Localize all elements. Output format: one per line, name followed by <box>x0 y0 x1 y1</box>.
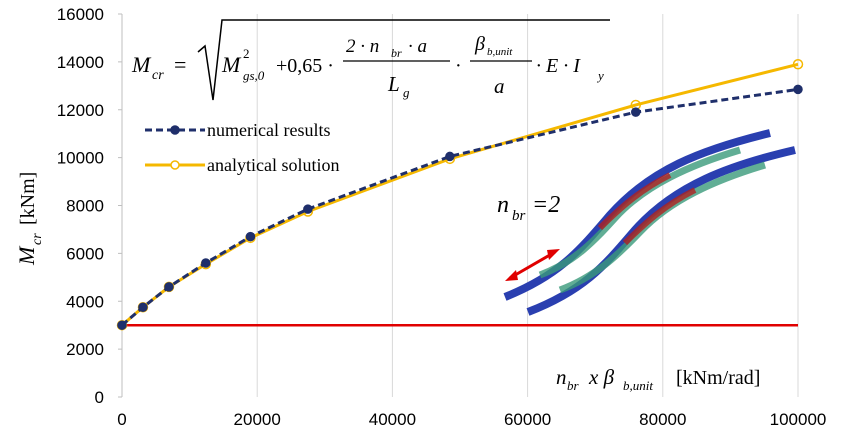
legend-marker <box>171 126 179 134</box>
point <box>165 283 173 291</box>
y-label-unit: [kNm] <box>17 172 39 225</box>
chart: M cr = M 2 gs,0 +0,65 · 2 · n br · a L g… <box>0 0 841 442</box>
formula-part: · a <box>408 36 427 57</box>
x-tick-label: 100000 <box>770 410 827 429</box>
y-axis-label: M cr [kNm] <box>14 172 45 266</box>
y-tick-label: 4000 <box>66 292 104 311</box>
formula-part: gs,0 <box>243 68 265 83</box>
formula-part: 2 <box>243 46 250 61</box>
y-label-sub: cr <box>30 233 45 245</box>
point <box>446 152 454 160</box>
annotation-text: =2 <box>532 192 560 218</box>
formula-part: +0,65 · <box>276 55 334 77</box>
x-label-sub: br <box>567 378 580 393</box>
legend-label: numerical results <box>207 120 330 140</box>
point <box>304 205 312 213</box>
formula-part: M <box>221 52 242 77</box>
x-tick-label: 0 <box>117 410 126 429</box>
y-tick-label: 0 <box>95 388 104 407</box>
formula-part: · E · I <box>536 55 581 77</box>
beam-image <box>505 133 795 312</box>
formula-part: br <box>391 46 402 60</box>
y-tick-label: 14000 <box>57 53 104 72</box>
x-label-symbol: n <box>556 365 567 389</box>
x-tick-label: 80000 <box>639 410 686 429</box>
y-tick-label: 16000 <box>57 5 104 24</box>
formula-part: · <box>455 55 462 77</box>
y-tick-label: 6000 <box>66 244 104 263</box>
x-label-sub2: b,unit <box>623 378 653 393</box>
formula-part: = <box>174 52 186 77</box>
x-tick-label: 60000 <box>504 410 551 429</box>
formula-part: g <box>403 85 410 100</box>
annotation-symbol: n <box>497 192 509 218</box>
x-label-unit: [kNm/rad] <box>676 367 760 389</box>
point <box>794 85 802 93</box>
annotation-sub: br <box>512 208 526 224</box>
formula-part: a <box>494 74 505 98</box>
formula-part: β <box>474 33 485 55</box>
x-axis-label: n br x β b,unit [kNm/rad] <box>556 365 760 393</box>
formula: M cr = M 2 gs,0 +0,65 · 2 · n br · a L g… <box>131 20 610 100</box>
x-label-middle: x β <box>588 365 615 389</box>
legend-label: analytical solution <box>207 155 339 175</box>
y-tick-label: 8000 <box>66 197 104 216</box>
formula-part: b,unit <box>487 46 513 58</box>
point <box>246 233 254 241</box>
formula-part: 2 · n <box>346 36 379 57</box>
x-tick-label: 40000 <box>369 410 416 429</box>
annotation: n br =2 <box>497 192 560 224</box>
formula-part: L <box>387 72 400 96</box>
point <box>632 108 640 116</box>
y-tick-label: 2000 <box>66 340 104 359</box>
formula-part: cr <box>152 68 164 83</box>
point <box>139 303 147 311</box>
point <box>202 259 210 267</box>
y-tick-label: 10000 <box>57 149 104 168</box>
y-label-symbol: M <box>14 245 39 266</box>
legend-marker <box>171 161 179 169</box>
formula-part: M <box>131 52 152 77</box>
y-tick-label: 12000 <box>57 101 104 120</box>
formula-part: y <box>596 68 604 83</box>
point <box>118 321 126 329</box>
x-tick-label: 20000 <box>234 410 281 429</box>
